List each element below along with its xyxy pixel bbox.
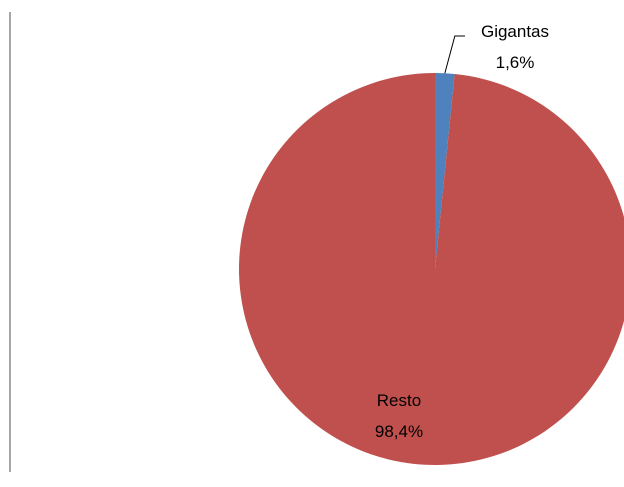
label-gigantas-value: 1,6% xyxy=(496,53,535,72)
pie-slices xyxy=(239,73,624,465)
label-resto-category: Resto xyxy=(377,391,421,410)
pie-labels: Gigantas 1,6% Resto 98,4% xyxy=(375,22,549,441)
label-gigantas-category: Gigantas xyxy=(481,22,549,41)
pie-slice-gigantas xyxy=(435,73,455,269)
label-resto-value: 98,4% xyxy=(375,422,423,441)
pie-slice-resto xyxy=(239,73,624,465)
left-border xyxy=(9,12,11,472)
leader-line-gigantas xyxy=(444,35,465,74)
